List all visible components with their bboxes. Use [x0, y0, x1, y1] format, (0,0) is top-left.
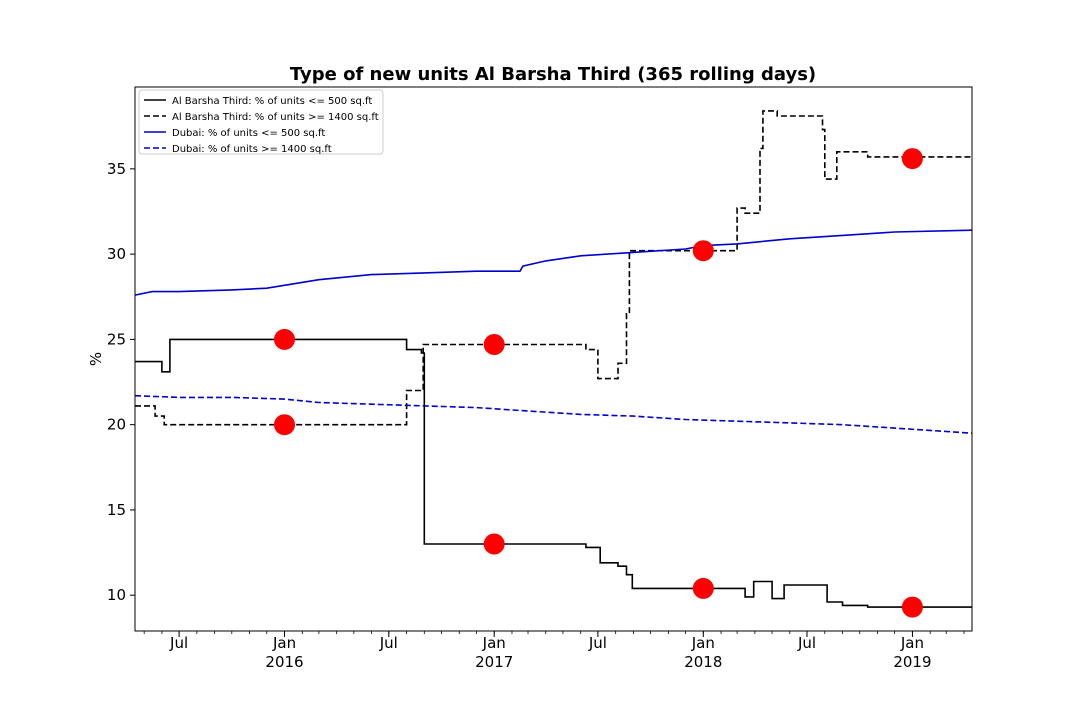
y-tick-label-10: 10: [107, 586, 126, 604]
x-tick-year-label-4: 2017: [475, 653, 513, 671]
chart-title: Type of new units Al Barsha Third (365 r…: [290, 64, 816, 85]
data-point-marker-4: [483, 533, 505, 555]
y-tick-label-20: 20: [107, 416, 126, 434]
x-tick-label-3: Jul: [379, 634, 398, 652]
y-axis-label: %: [87, 352, 105, 366]
plot-frame: [134, 86, 973, 632]
y-tick-label-30: 30: [107, 245, 126, 263]
x-tick-year-label-6: 2018: [684, 653, 722, 671]
data-point-marker-8: [901, 596, 923, 618]
series-line-1: [135, 338, 972, 608]
series-line-3: [134, 229, 973, 296]
data-point-marker-5: [692, 240, 714, 262]
y-tick-label-15: 15: [107, 501, 126, 519]
legend: Al Barsha Third: % of units <= 500 sq.ft…: [138, 89, 384, 155]
x-tick-label-5: Jul: [588, 634, 607, 652]
legend-box: [138, 89, 384, 155]
data-point-marker-6: [692, 577, 714, 599]
data-point-marker-3: [483, 334, 505, 355]
data-point-marker-7: [901, 148, 923, 170]
data-point-marker-2: [274, 414, 295, 436]
x-tick-label-1: Jul: [169, 634, 188, 652]
y-tick-label-25: 25: [107, 330, 126, 348]
x-tick-label-2: Jan: [272, 634, 296, 652]
x-tick-year-label-8: 2019: [893, 653, 931, 671]
x-tick-label-6: Jan: [691, 634, 715, 652]
x-tick-year-label-2: 2016: [265, 653, 303, 671]
series-line-4: [134, 394, 973, 434]
x-tick-label-4: Jan: [482, 634, 506, 652]
legend-entry-4: Dubai: % of units >= 1400 sq.ft: [172, 144, 332, 155]
data-point-marker-1: [274, 328, 295, 350]
legend-entry-3: Dubai: % of units <= 500 sq.ft: [172, 128, 325, 139]
legend-entry-1: Al Barsha Third: % of units <= 500 sq.ft: [172, 96, 372, 107]
x-tick-label-8: Jan: [900, 634, 924, 652]
x-tick-label-7: Jul: [797, 634, 816, 652]
legend-entry-2: Al Barsha Third: % of units >= 1400 sq.f…: [172, 112, 379, 123]
y-tick-label-35: 35: [107, 160, 126, 178]
series-line-2: [135, 110, 972, 426]
